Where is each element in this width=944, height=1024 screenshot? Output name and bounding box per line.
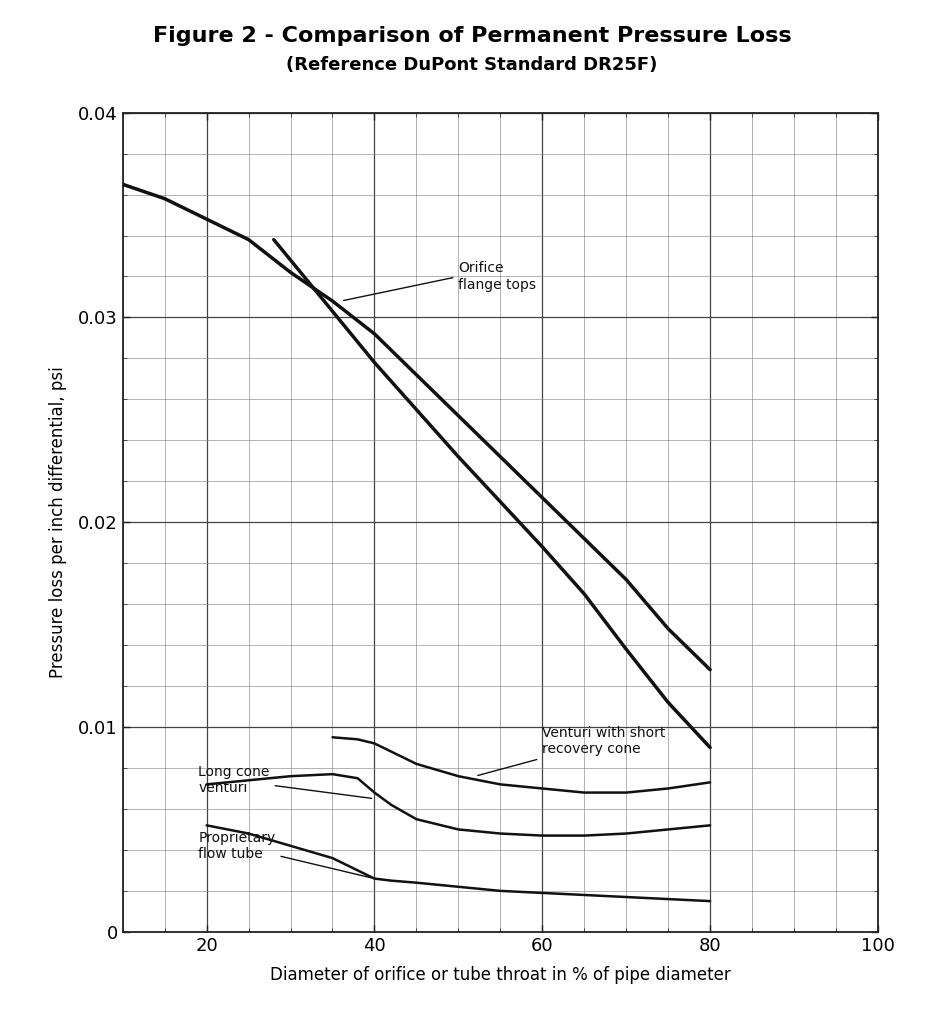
Text: (Reference DuPont Standard DR25F): (Reference DuPont Standard DR25F) <box>286 56 658 75</box>
Text: Long cone
venturi: Long cone venturi <box>198 765 372 799</box>
Y-axis label: Pressure loss per inch differential, psi: Pressure loss per inch differential, psi <box>49 367 67 678</box>
Text: Orifice
flange tops: Orifice flange tops <box>344 261 536 300</box>
Text: Figure 2 - Comparison of Permanent Pressure Loss: Figure 2 - Comparison of Permanent Press… <box>153 26 791 46</box>
Text: Venturi with short
recovery cone: Venturi with short recovery cone <box>478 726 666 775</box>
X-axis label: Diameter of orifice or tube throat in % of pipe diameter: Diameter of orifice or tube throat in % … <box>270 966 731 984</box>
Text: Proprietary
flow tube: Proprietary flow tube <box>198 830 372 878</box>
